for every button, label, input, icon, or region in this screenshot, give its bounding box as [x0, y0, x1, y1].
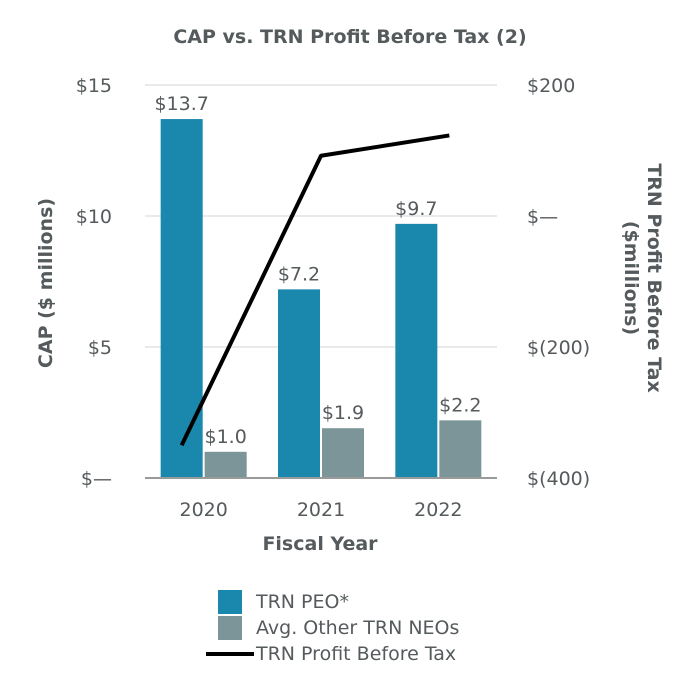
x-tick-label: 2020 — [179, 499, 227, 521]
bar — [395, 223, 438, 478]
x-axis-title: Fiscal Year — [262, 533, 378, 555]
bar — [160, 119, 203, 478]
bar-value-label: $1.0 — [205, 426, 247, 448]
bar — [439, 420, 482, 478]
legend-label-neos: Avg. Other TRN NEOs — [256, 617, 460, 639]
legend-swatch-neos — [218, 616, 242, 640]
bar-value-label: $7.2 — [278, 263, 320, 285]
legend-label-peo: TRN PEO* — [256, 591, 349, 613]
bar — [204, 451, 247, 478]
bar — [322, 428, 364, 478]
y-tick-label: $15 — [76, 75, 112, 97]
y2-tick-label: $— — [527, 206, 558, 228]
legend-item-profit: TRN Profit Before Tax — [206, 641, 459, 667]
y-tick-label: $10 — [76, 206, 112, 228]
legend-swatch-peo — [218, 590, 242, 614]
legend: TRN PEO* Avg. Other TRN NEOs TRN Profit … — [206, 589, 459, 667]
y-tick-label: $5 — [88, 337, 112, 359]
y2-axis-title-line2: ($millions) — [620, 221, 642, 335]
legend-item-neos: Avg. Other TRN NEOs — [218, 615, 459, 641]
bar-value-label: $13.7 — [154, 93, 208, 115]
y2-tick-label: $(200) — [527, 337, 590, 359]
chart-title: CAP vs. TRN Profit Before Tax (2) — [173, 26, 527, 48]
legend-label-profit: TRN Profit Before Tax — [256, 643, 457, 665]
bar-value-label: $2.2 — [439, 394, 481, 416]
legend-swatch-profit — [206, 652, 254, 656]
bar — [278, 289, 320, 478]
y-axis-title: CAP ($ millions) — [35, 198, 57, 368]
y2-axis-title-line1: TRN Profit Before Tax — [643, 163, 665, 392]
y2-tick-label: $(400) — [527, 468, 590, 490]
legend-item-peo: TRN PEO* — [218, 589, 459, 615]
y2-tick-label: $200 — [527, 75, 575, 97]
x-tick-label: 2022 — [414, 499, 462, 521]
x-tick-label: 2021 — [297, 499, 345, 521]
bar-value-label: $1.9 — [322, 402, 364, 424]
y-tick-label: $— — [81, 468, 112, 490]
profit-line — [179, 133, 450, 447]
bar-value-label: $9.7 — [395, 198, 437, 220]
